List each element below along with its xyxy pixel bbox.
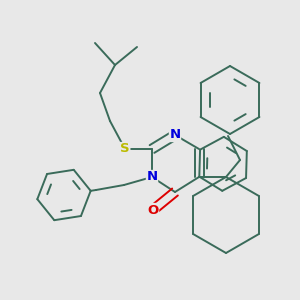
Text: S: S [120,142,130,155]
Text: N: N [169,128,181,142]
Text: N: N [146,170,158,184]
Text: O: O [147,203,159,217]
